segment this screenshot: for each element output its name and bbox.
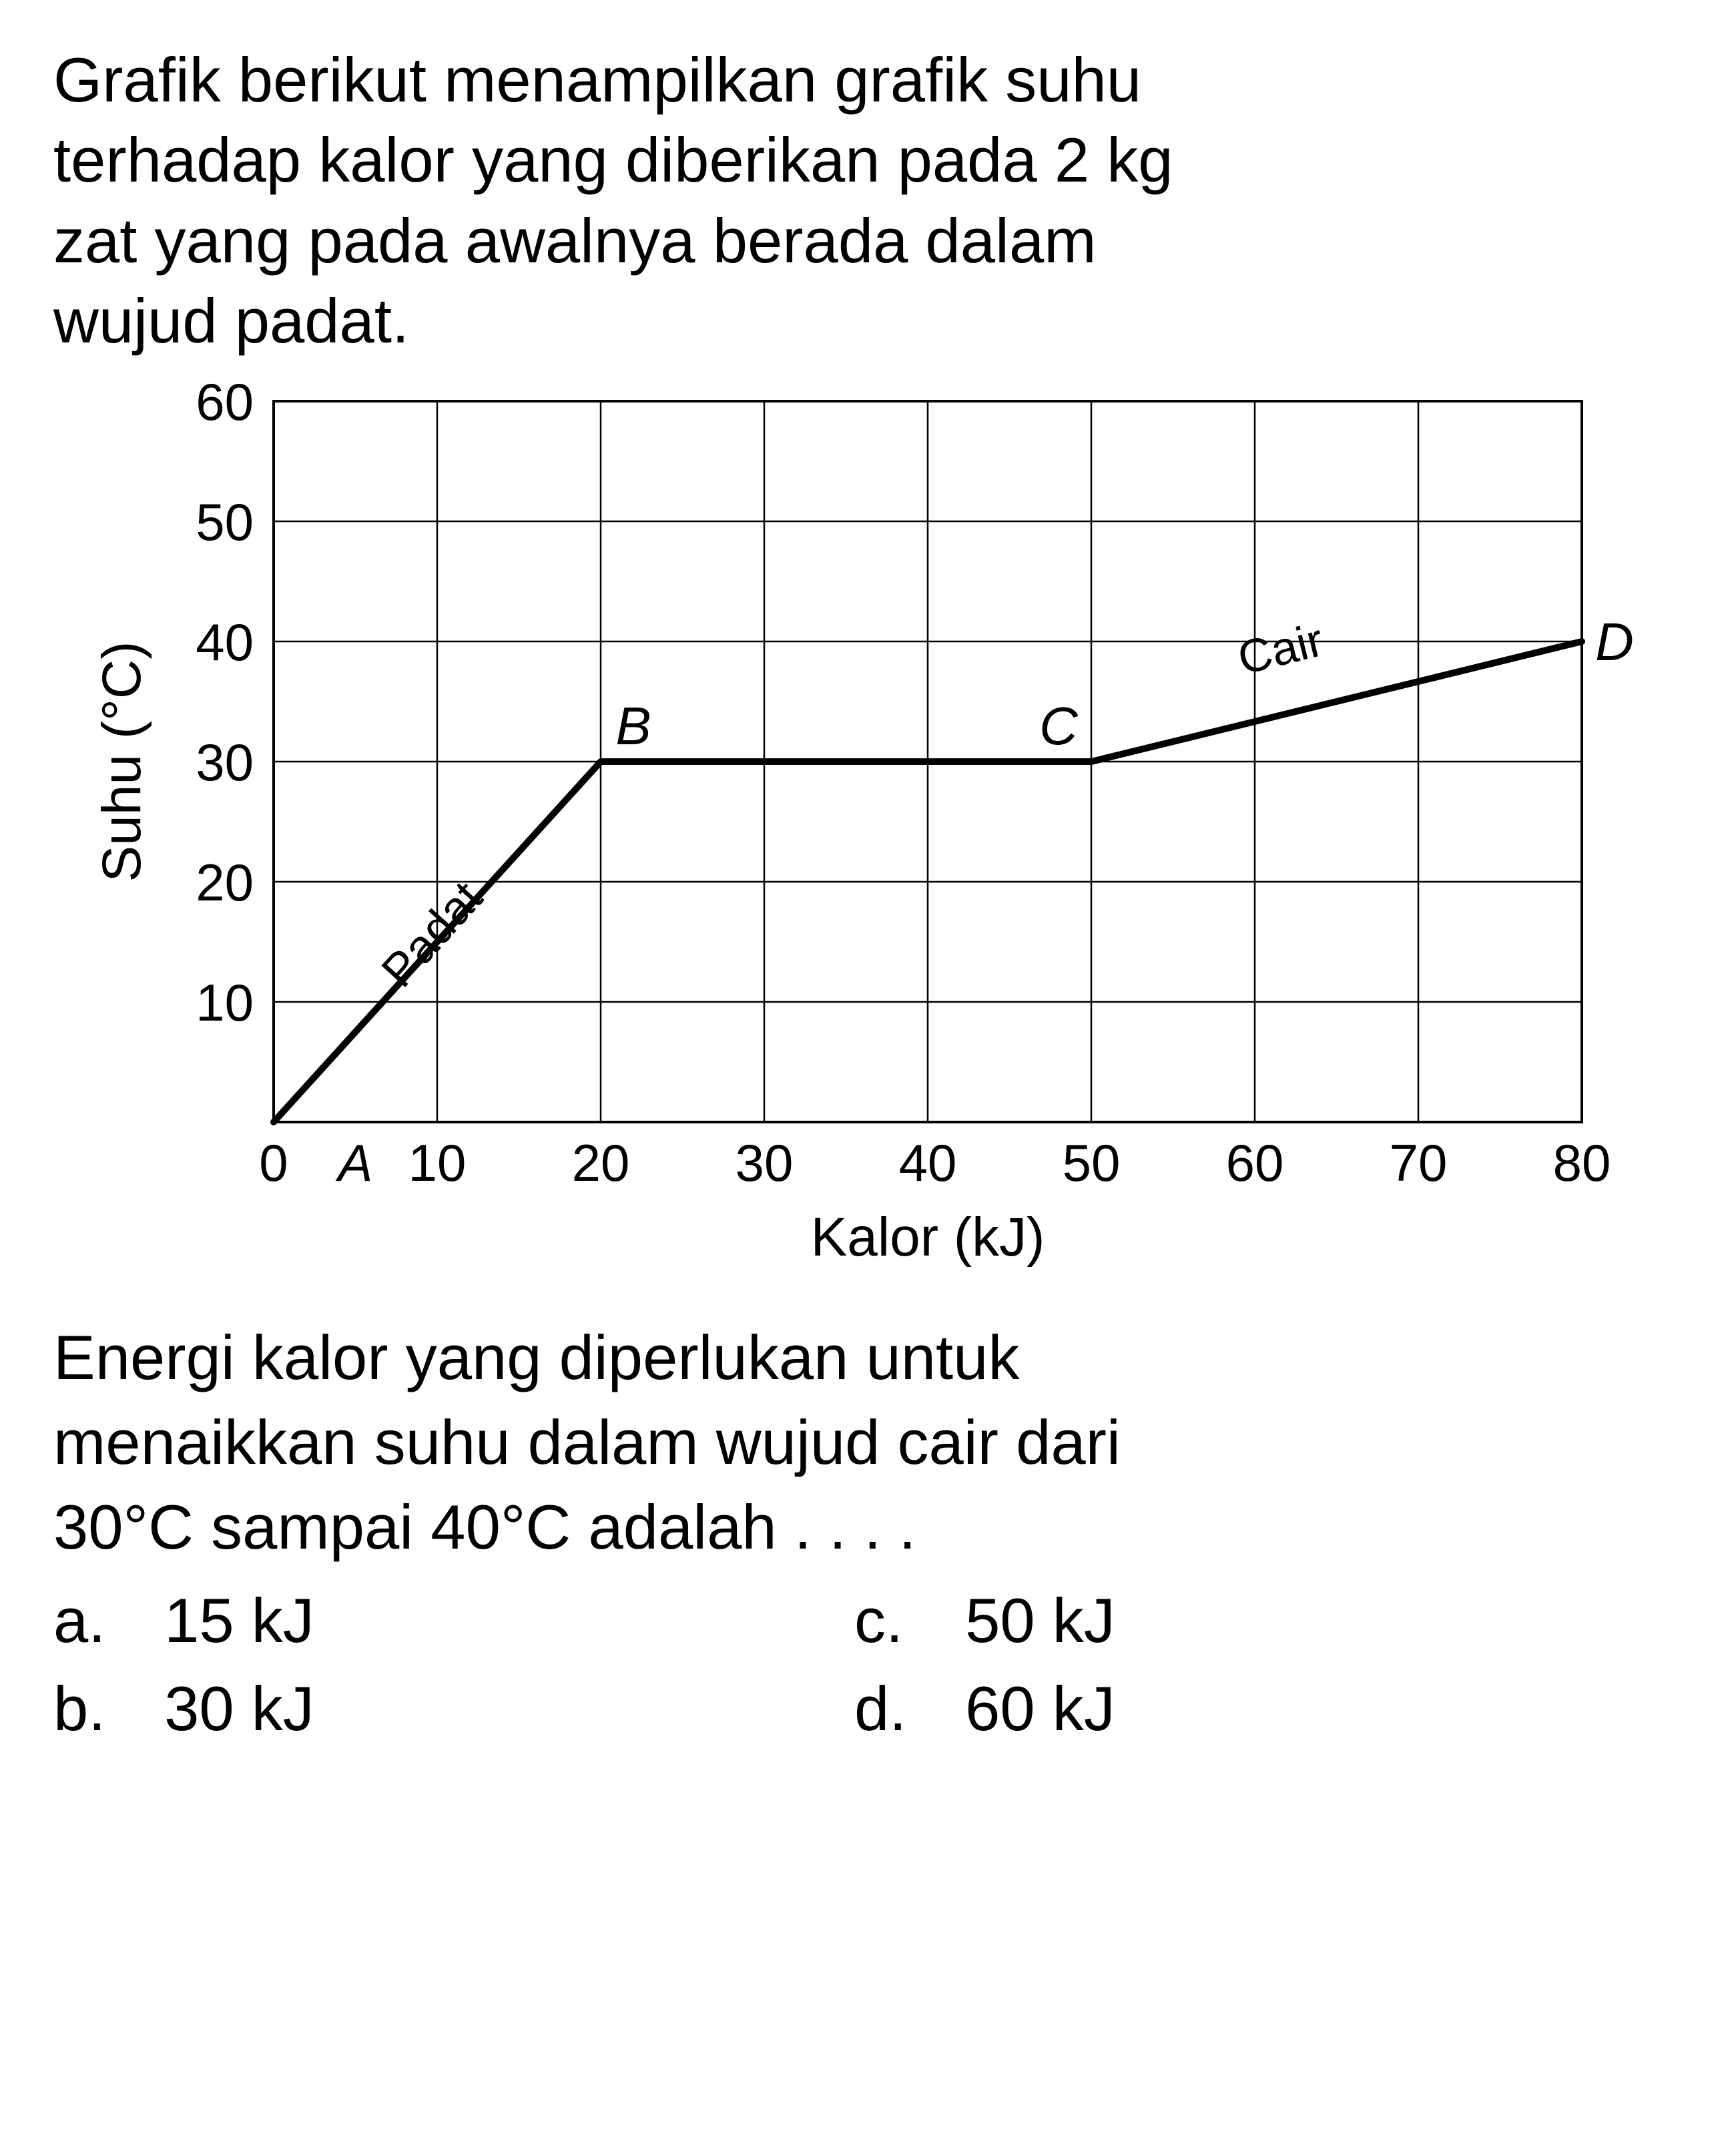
option-d: d. 60 kJ (854, 1665, 1655, 1753)
svg-text:Suhu (°C): Suhu (°C) (91, 641, 152, 882)
option-a-letter: a. (53, 1577, 147, 1665)
svg-text:30: 30 (196, 733, 254, 792)
option-row-2: b. 30 kJ d. 60 kJ (53, 1665, 1683, 1753)
svg-text:B: B (615, 696, 651, 756)
svg-text:20: 20 (196, 853, 254, 912)
answer-line-3: 30°C sampai 40°C adalah . . . . (53, 1492, 916, 1562)
svg-text:70: 70 (1390, 1133, 1448, 1192)
question-line-4: wujud padat. (53, 286, 409, 356)
question-line-2: terhadap kalor yang diberikan pada 2 kg (53, 125, 1173, 195)
option-a-text: 15 kJ (164, 1585, 314, 1655)
question-line-3: zat yang pada awalnya berada dalam (53, 206, 1097, 276)
svg-text:10: 10 (196, 973, 254, 1032)
svg-text:20: 20 (572, 1133, 630, 1192)
svg-text:A: A (335, 1133, 372, 1192)
svg-text:D: D (1595, 612, 1634, 672)
svg-text:60: 60 (1226, 1133, 1284, 1192)
temperature-heat-chart: 0 10 20 30 40 50 60 70 80 A 10 20 30 40 50 60 Kalor (kJ)… (73, 374, 1675, 1276)
option-d-letter: d. (854, 1665, 948, 1753)
svg-text:40: 40 (196, 613, 254, 672)
svg-text:0: 0 (259, 1133, 288, 1192)
svg-text:40: 40 (899, 1133, 957, 1192)
svg-text:Kalor (kJ): Kalor (kJ) (811, 1207, 1045, 1268)
answer-line-2: menaikkan suhu dalam wujud cair dari (53, 1407, 1121, 1477)
question-line-1: Grafik berikut menampilkan grafik suhu (53, 45, 1141, 115)
svg-text:50: 50 (1063, 1133, 1121, 1192)
physics-question-page: Grafik berikut menampilkan grafik suhu t… (0, 0, 1736, 2146)
question-paragraph: Grafik berikut menampilkan grafik suhu t… (53, 40, 1683, 361)
option-b-text: 30 kJ (164, 1673, 314, 1743)
svg-text:60: 60 (196, 374, 254, 431)
svg-text:C: C (1039, 696, 1079, 756)
option-b-letter: b. (53, 1665, 147, 1753)
svg-text:30: 30 (736, 1133, 794, 1192)
option-b: b. 30 kJ (53, 1665, 854, 1753)
svg-text:10: 10 (408, 1133, 467, 1192)
option-c: c. 50 kJ (854, 1577, 1655, 1665)
svg-text:50: 50 (196, 493, 254, 551)
option-c-letter: c. (854, 1577, 948, 1665)
chart-svg: 0 10 20 30 40 50 60 70 80 A 10 20 30 40 50 60 Kalor (kJ)… (73, 374, 1675, 1276)
option-c-text: 50 kJ (965, 1585, 1115, 1655)
answer-options: a. 15 kJ c. 50 kJ b. 30 kJ d. 60 kJ (53, 1577, 1683, 1752)
option-a: a. 15 kJ (53, 1577, 854, 1665)
option-d-text: 60 kJ (965, 1673, 1115, 1743)
answer-line-1: Energi kalor yang diperlukan untuk (53, 1322, 1019, 1392)
answer-prompt: Energi kalor yang diperlukan untuk menai… (53, 1316, 1683, 1570)
svg-text:80: 80 (1553, 1133, 1611, 1192)
option-row-1: a. 15 kJ c. 50 kJ (53, 1577, 1683, 1665)
